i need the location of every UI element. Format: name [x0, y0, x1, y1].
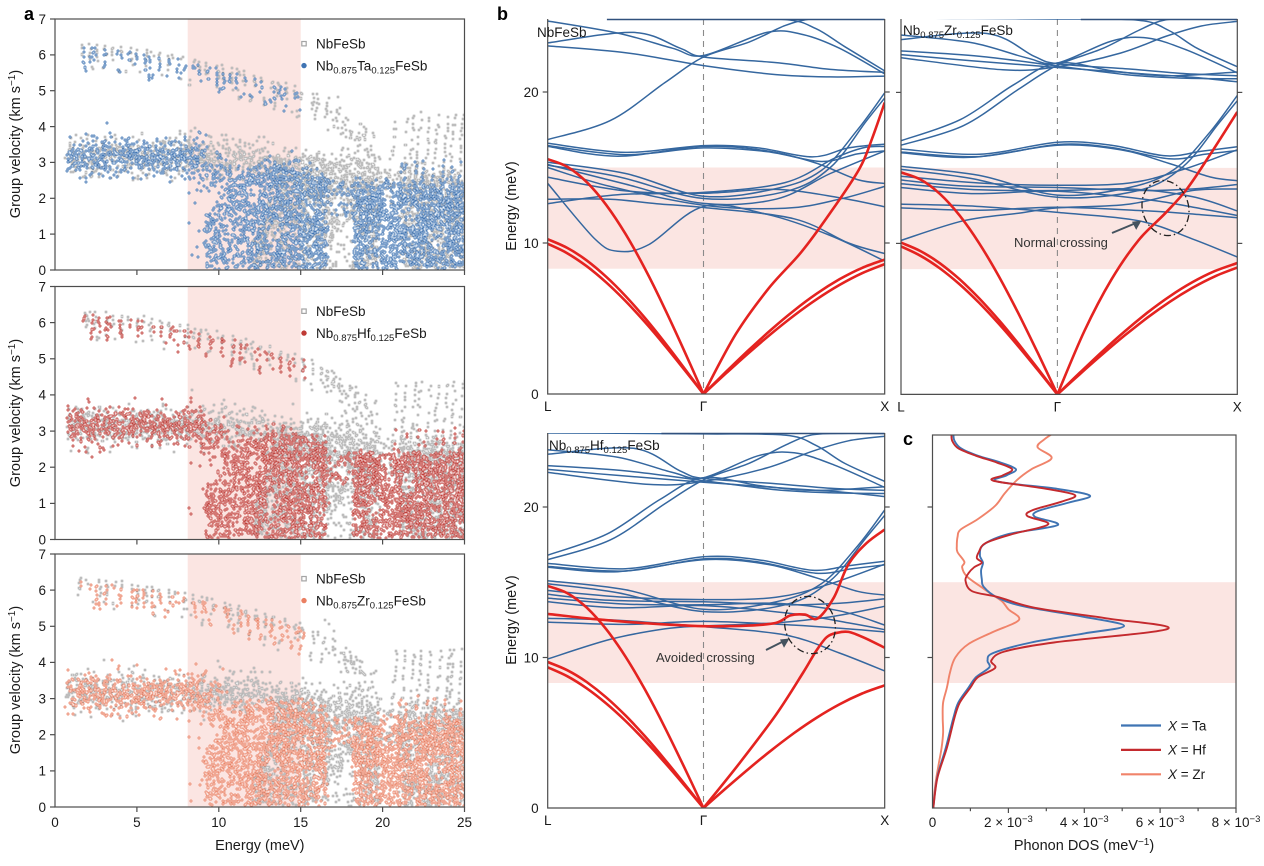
svg-text:L: L [544, 399, 552, 414]
svg-text:Energy (meV): Energy (meV) [504, 575, 520, 664]
svg-text:X = Hf: X = Hf [1167, 743, 1206, 758]
svg-text:0: 0 [929, 815, 937, 830]
svg-text:b: b [497, 4, 508, 24]
svg-text:5: 5 [38, 84, 46, 99]
svg-text:Group velocity (km s−1): Group velocity (km s−1) [7, 339, 24, 487]
svg-text:7: 7 [38, 12, 46, 27]
svg-text:c: c [903, 429, 913, 449]
svg-text:1: 1 [38, 496, 46, 511]
svg-text:1: 1 [38, 227, 46, 242]
svg-text:Avoided crossing: Avoided crossing [656, 650, 755, 665]
svg-text:0: 0 [38, 800, 46, 815]
svg-text:2: 2 [38, 728, 46, 743]
svg-text:3: 3 [38, 155, 46, 170]
svg-text:4: 4 [38, 388, 46, 403]
svg-text:4: 4 [38, 655, 46, 670]
svg-text:20: 20 [524, 85, 539, 100]
svg-text:X: X [880, 399, 889, 414]
svg-text:Energy (meV): Energy (meV) [504, 161, 520, 250]
svg-text:0: 0 [38, 532, 46, 547]
svg-text:6: 6 [38, 315, 46, 330]
svg-text:X = Ta: X = Ta [1167, 718, 1207, 733]
svg-text:Group velocity (km s−1): Group velocity (km s−1) [7, 606, 24, 754]
svg-text:3: 3 [38, 691, 46, 706]
svg-text:20: 20 [524, 500, 539, 515]
svg-text:Energy (meV): Energy (meV) [215, 838, 304, 854]
svg-text:NbFeSb: NbFeSb [316, 572, 366, 587]
svg-text:6 × 10−3: 6 × 10−3 [1136, 814, 1185, 830]
svg-text:NbFeSb: NbFeSb [316, 304, 366, 319]
svg-text:a: a [24, 4, 35, 24]
svg-text:5: 5 [133, 815, 141, 830]
svg-text:NbFeSb: NbFeSb [316, 37, 366, 52]
svg-text:2: 2 [38, 460, 46, 475]
svg-text:X: X [880, 813, 889, 828]
svg-text:Normal crossing: Normal crossing [1014, 235, 1108, 250]
svg-text:L: L [544, 813, 552, 828]
svg-text:6: 6 [38, 48, 46, 63]
svg-text:0: 0 [531, 387, 539, 402]
svg-text:L: L [897, 399, 905, 414]
svg-text:Γ: Γ [1054, 399, 1062, 414]
svg-text:0: 0 [51, 815, 59, 830]
svg-text:0: 0 [38, 263, 46, 278]
svg-text:Group velocity (km s−1): Group velocity (km s−1) [7, 70, 24, 218]
svg-text:5: 5 [38, 352, 46, 367]
svg-text:25: 25 [457, 815, 472, 830]
svg-text:8 × 10−3: 8 × 10−3 [1212, 814, 1261, 830]
svg-text:X: X [1233, 399, 1242, 414]
svg-text:10: 10 [211, 815, 226, 830]
svg-text:X = Zr: X = Zr [1167, 767, 1206, 782]
svg-text:10: 10 [524, 236, 539, 251]
svg-text:NbFeSb: NbFeSb [537, 25, 587, 40]
svg-text:Γ: Γ [700, 399, 708, 414]
svg-text:15: 15 [293, 815, 308, 830]
svg-text:3: 3 [38, 424, 46, 439]
svg-text:4: 4 [38, 119, 46, 134]
svg-text:2: 2 [38, 191, 46, 206]
svg-text:Phonon DOS (meV−1): Phonon DOS (meV−1) [1014, 837, 1154, 854]
svg-text:1: 1 [38, 764, 46, 779]
svg-text:5: 5 [38, 619, 46, 634]
svg-text:4 × 10−3: 4 × 10−3 [1060, 814, 1109, 830]
svg-text:7: 7 [38, 547, 46, 562]
svg-text:Nb0.875Ta0.125FeSb: Nb0.875Ta0.125FeSb [316, 58, 427, 76]
svg-text:10: 10 [524, 650, 539, 665]
svg-text:7: 7 [38, 279, 46, 294]
svg-text:20: 20 [375, 815, 390, 830]
svg-text:Γ: Γ [700, 813, 708, 828]
svg-text:2 × 10−3: 2 × 10−3 [984, 814, 1033, 830]
svg-text:6: 6 [38, 583, 46, 598]
svg-text:0: 0 [531, 801, 539, 816]
